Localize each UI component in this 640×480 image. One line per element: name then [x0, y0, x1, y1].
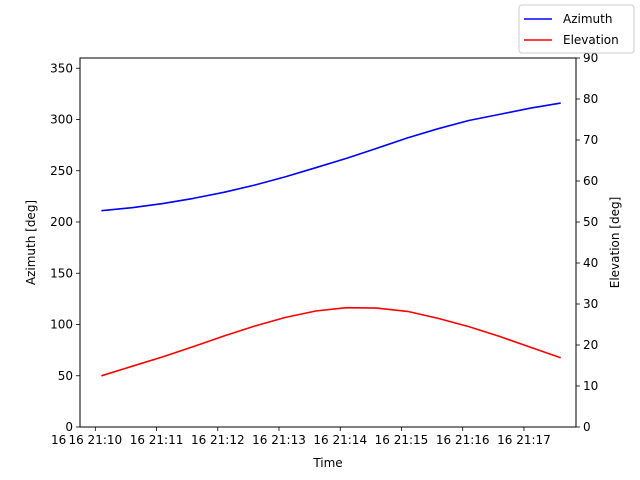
x-tick-label: 16 21:15: [375, 433, 429, 447]
left-tick-label: 150: [50, 266, 73, 280]
legend: Azimuth Elevation: [518, 4, 635, 54]
right-tick-label: 10: [583, 379, 598, 393]
right-tick-label: 40: [583, 256, 598, 270]
right-tick-label: 70: [583, 133, 598, 147]
left-tick-label: 200: [50, 215, 73, 229]
left-tick-label: 250: [50, 164, 73, 178]
left-tick-label: 350: [50, 61, 73, 75]
x-tick-label: 16 21:16: [436, 433, 490, 447]
x-tick-label: 16 21:10: [68, 433, 122, 447]
legend-label-elevation: Elevation: [563, 33, 619, 47]
x-tick-label-fragment: 16: [51, 433, 66, 447]
legend-label-azimuth: Azimuth: [563, 12, 612, 26]
right-tick-label: 20: [583, 338, 598, 352]
right-tick-label: 50: [583, 215, 598, 229]
right-tick-label: 80: [583, 92, 598, 106]
x-axis-label: Time: [312, 456, 342, 470]
right-axis-label: Elevation [deg]: [608, 197, 622, 289]
right-tick-label: 90: [583, 51, 598, 65]
right-tick-label: 60: [583, 174, 598, 188]
series-layer: [101, 102, 561, 377]
tick-layer: 0 50 100 150 200 250 300 350 0 10 20 30 40 50 60 70 80 90…: [50, 51, 598, 447]
x-tick-label: 16 21:17: [497, 433, 551, 447]
x-tick-label: 16 21:14: [313, 433, 367, 447]
left-tick-label: 100: [50, 318, 73, 332]
left-axis-label: Azimuth [deg]: [24, 200, 38, 285]
legend-frame: [518, 4, 635, 54]
left-tick-label: 50: [58, 369, 73, 383]
left-tick-label: 0: [65, 420, 73, 434]
right-tick-label: 0: [583, 420, 591, 434]
series-line-elevation: [101, 306, 561, 377]
x-tick-label: 16 21:13: [252, 433, 306, 447]
left-tick-label: 300: [50, 113, 73, 127]
right-tick-label: 30: [583, 297, 598, 311]
x-tick-label: 16 21:11: [130, 433, 184, 447]
plot-area-frame: [79, 57, 577, 428]
x-tick-label: 16 21:12: [191, 433, 245, 447]
series-line-azimuth: [101, 102, 561, 212]
